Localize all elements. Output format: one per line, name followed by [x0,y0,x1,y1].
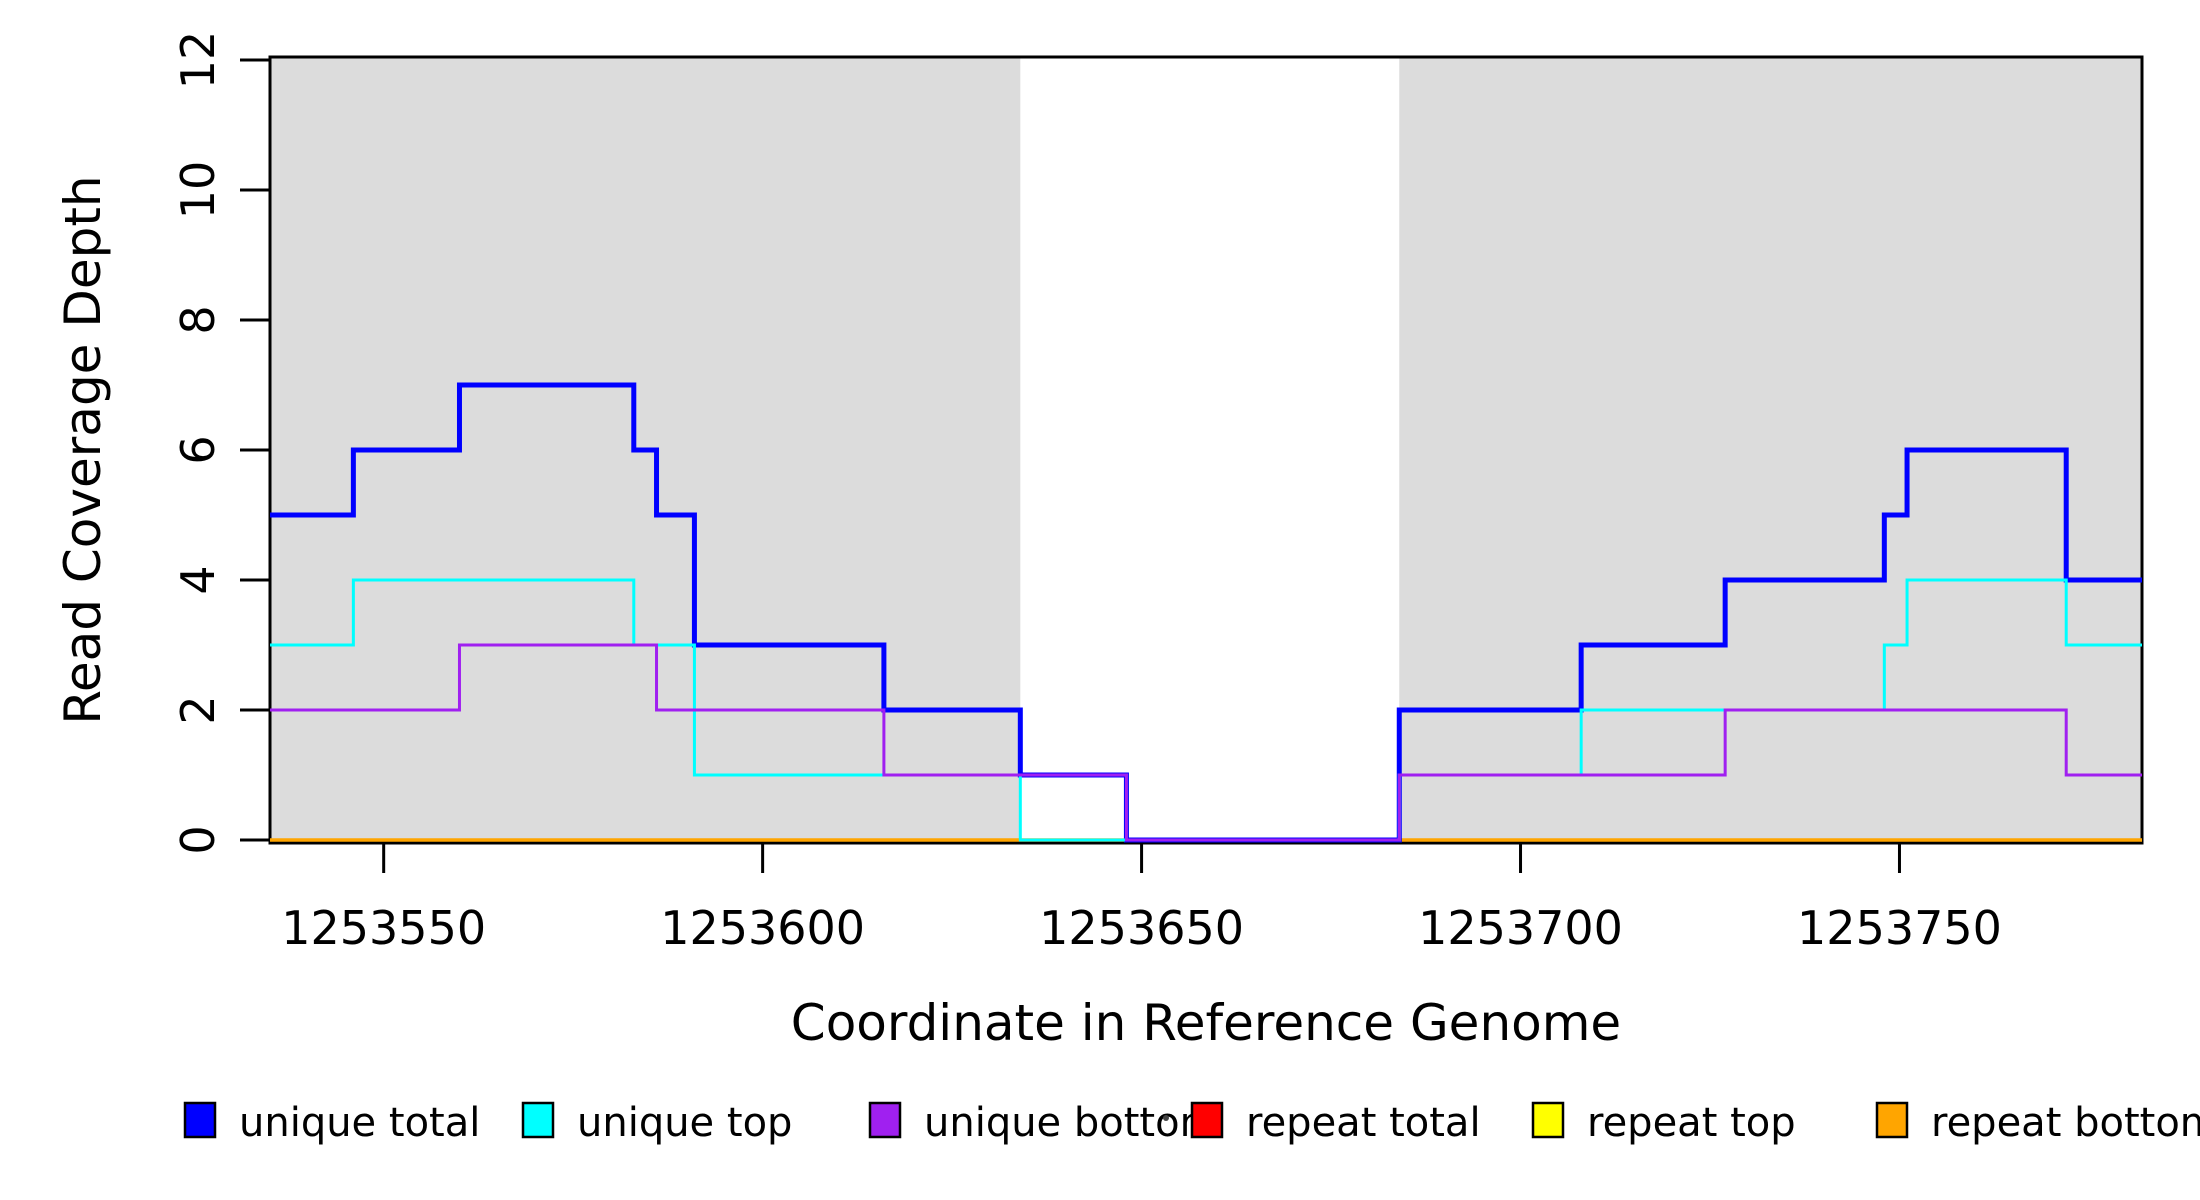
legend-label: unique total [239,1100,480,1146]
x-tick-label: 1253550 [281,901,486,955]
legend-swatch-unique-total [183,1101,217,1139]
legend-swatch-repeat-bottom [1875,1101,1909,1139]
legend: unique total unique top unique bottom repea… [183,1100,2200,1146]
x-tick-label: 1253600 [660,901,865,955]
y-axis-title: Read Coverage Depth [54,175,112,724]
y-axis: 0 2 4 6 8 10 12 [171,31,270,855]
y-tick-label: 10 [171,161,225,220]
legend-swatch-repeat-top [1531,1101,1565,1139]
x-tick-label: 1253700 [1418,901,1623,955]
x-tick-label: 1253650 [1039,901,1244,955]
y-tick-label: 0 [171,825,225,854]
y-tick-label: 4 [171,565,225,594]
stray-dot-artifact [1163,1115,1169,1121]
legend-swatch-unique-top [521,1101,555,1139]
legend-swatch-repeat-total [1190,1101,1224,1139]
legend-label: repeat total [1246,1100,1481,1146]
legend-label: unique top [577,1100,792,1146]
legend-label: unique bottom [924,1100,1219,1146]
step-line-unique-bottom [270,643,2142,842]
x-axis-title: Coordinate in Reference Genome [791,994,1621,1052]
series-step-lines [270,382,2142,843]
shaded-regions [270,57,2142,843]
legend-label: repeat bottom [1931,1100,2200,1146]
legend-swatch-unique-bottom [868,1101,902,1139]
x-tick-label: 1253750 [1797,901,2002,955]
y-tick-label: 6 [171,435,225,464]
y-tick-label: 12 [171,31,225,90]
y-tick-label: 8 [171,305,225,334]
y-tick-label: 2 [171,695,225,724]
legend-label: repeat top [1587,1100,1796,1146]
x-axis: 1253550 1253600 1253650 1253700 1253750 [281,843,2002,955]
